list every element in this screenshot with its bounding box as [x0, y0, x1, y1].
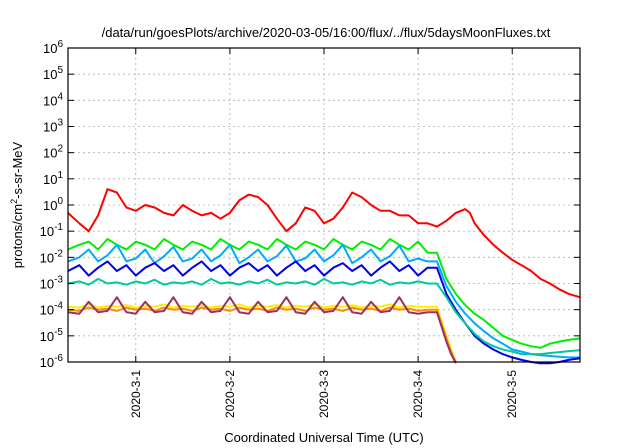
y-tick-exp: 3 — [57, 118, 63, 129]
x-tick-label: 2020-3-2 — [223, 370, 237, 418]
y-tick-base: 10 — [43, 172, 57, 187]
y-tick-label: 10-3 — [40, 275, 64, 292]
y-tick-exp: -1 — [54, 222, 63, 233]
y-tick-label: 101 — [43, 170, 63, 187]
y-tick-exp: 1 — [57, 170, 63, 181]
x-tick-label: 2020-3-5 — [505, 370, 519, 418]
y-tick-label: 102 — [43, 144, 63, 161]
x-tick-label: 2020-3-3 — [317, 370, 331, 418]
y-tick-base: 10 — [40, 303, 54, 318]
y-tick-exp: -5 — [54, 327, 63, 338]
y-tick-base: 10 — [40, 355, 54, 370]
y-axis-ticks: 10-610-510-410-310-210-11001011021031041… — [40, 39, 580, 370]
y-tick-exp: 5 — [57, 65, 63, 76]
y-tick-base: 10 — [40, 277, 54, 292]
x-axis-ticks: 2020-3-1 2020-3-2 2020-3-3 2020-3-4 2020-3-5 — [129, 48, 519, 418]
series-line-7 — [67, 306, 457, 363]
y-tick-label: 103 — [43, 118, 63, 135]
y-tick-exp: -4 — [54, 301, 63, 312]
y-tick-base: 10 — [43, 41, 57, 56]
series-lines — [67, 188, 581, 365]
x-axis-label: Coordinated Universal Time (UTC) — [224, 430, 423, 445]
y-tick-label: 10-2 — [40, 248, 64, 265]
y-tick-label: 10-6 — [40, 353, 64, 370]
y-tick-exp: 4 — [57, 91, 63, 102]
y-axis-label-base: protons/cm — [10, 204, 25, 268]
y-axis-label-sup: 2 — [9, 199, 19, 204]
y-tick-label: 10-1 — [40, 222, 64, 239]
x-tick-label: 2020-3-1 — [129, 370, 143, 418]
series-line-8 — [67, 296, 457, 364]
series-line-6 — [67, 303, 457, 363]
series-line-4 — [67, 260, 581, 365]
y-tick-base: 10 — [43, 67, 57, 82]
y-axis-label: protons/cm2-s-sr-MeV — [9, 141, 25, 268]
y-tick-label: 105 — [43, 65, 63, 82]
y-tick-exp: -3 — [54, 275, 63, 286]
x-tick-label: 2020-3-4 — [411, 370, 425, 418]
y-tick-base: 10 — [40, 224, 54, 239]
series-line-1 — [67, 188, 581, 299]
y-tick-exp: -6 — [54, 353, 63, 364]
y-tick-base: 10 — [43, 93, 57, 108]
series-line-5 — [67, 277, 581, 356]
y-tick-base: 10 — [40, 250, 54, 265]
y-tick-label: 10-4 — [40, 301, 64, 318]
chart-title: /data/run/goesPlots/archive/2020-03-05/1… — [102, 25, 551, 40]
y-tick-exp: 0 — [57, 196, 63, 207]
y-tick-label: 100 — [43, 196, 63, 213]
y-tick-exp: 2 — [57, 144, 63, 155]
y-tick-base: 10 — [43, 146, 57, 161]
series-line-2 — [67, 238, 581, 349]
y-tick-exp: -2 — [54, 248, 63, 259]
y-tick-base: 10 — [40, 329, 54, 344]
y-tick-label: 104 — [43, 91, 63, 108]
y-tick-label: 10-5 — [40, 327, 64, 344]
y-tick-label: 106 — [43, 39, 63, 56]
y-tick-exp: 6 — [57, 39, 63, 50]
y-axis-label-rest: -s-sr-MeV — [10, 141, 25, 198]
y-tick-base: 10 — [43, 120, 57, 135]
y-tick-base: 10 — [43, 198, 57, 213]
